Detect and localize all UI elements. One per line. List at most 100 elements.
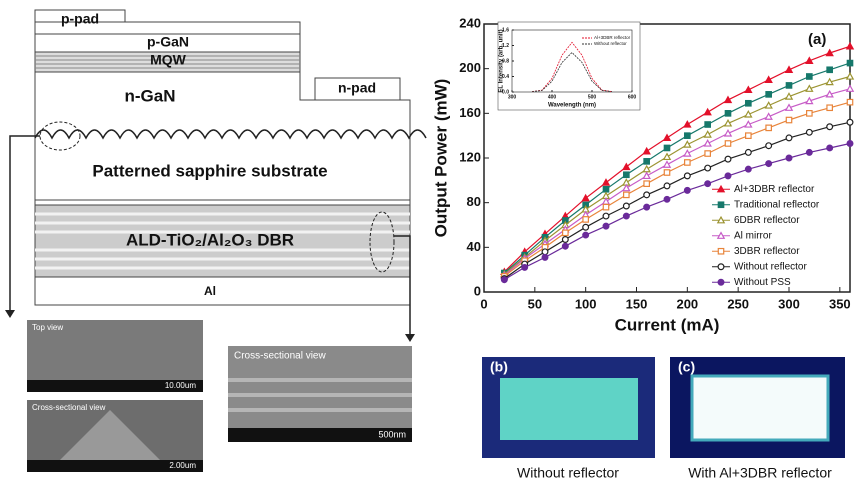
y-tick-label: 1.6	[502, 27, 509, 33]
marker	[846, 59, 854, 67]
marker	[561, 236, 569, 243]
y-axis-title: Output Power (mW)	[431, 79, 450, 238]
marker	[683, 140, 692, 148]
marker	[805, 96, 814, 105]
marker	[845, 41, 855, 50]
series-line	[503, 101, 851, 277]
marker	[704, 180, 712, 188]
marker	[825, 77, 834, 86]
marker	[663, 182, 671, 190]
marker	[663, 144, 671, 152]
marker	[825, 89, 834, 98]
marker	[744, 165, 752, 173]
marker	[602, 222, 610, 230]
marker	[825, 48, 834, 57]
marker	[642, 146, 651, 155]
legend-label: Al+3DBR reflector	[734, 184, 815, 195]
dbr-label: ALD-TiO₂/Al₂O₃ DBR	[126, 230, 294, 249]
y-tick-label: 200	[459, 60, 481, 75]
marker	[785, 154, 793, 162]
photo-tag: (b)	[490, 359, 508, 375]
marker	[643, 203, 651, 211]
marker	[623, 191, 630, 199]
marker	[703, 130, 712, 138]
legend-label: Al mirror	[734, 230, 772, 241]
legend-marker	[716, 231, 726, 239]
marker	[622, 183, 631, 192]
legend-label: Al+3DBR reflector	[594, 35, 631, 40]
sem-cone	[60, 410, 160, 460]
marker	[826, 144, 834, 152]
marker	[662, 152, 672, 161]
y-tick-label: 40	[467, 239, 481, 254]
marker	[745, 99, 752, 107]
series-line	[531, 41, 613, 92]
marker	[582, 216, 589, 223]
substrate-label: Patterned sapphire substrate	[92, 161, 327, 180]
marker	[765, 124, 772, 132]
zoom-ellipse	[369, 211, 395, 273]
marker	[744, 120, 753, 128]
marker	[643, 180, 650, 188]
device-diagram: p-pad p-GaN MQW n-pad n-GaN Patterned sa…	[5, 9, 427, 342]
n-pad-shape	[314, 77, 401, 101]
legend-marker	[717, 247, 725, 255]
marker	[521, 263, 529, 271]
y-tick-label: 160	[459, 105, 481, 120]
panel-label: (a)	[808, 31, 826, 48]
marker	[704, 150, 711, 157]
marker	[663, 169, 671, 176]
marker	[744, 85, 753, 94]
marker	[703, 139, 712, 147]
y-tick-label: 0.8	[502, 58, 509, 64]
marker	[582, 231, 590, 239]
marker	[765, 91, 772, 98]
x-tick-label: 0	[480, 296, 487, 311]
sem-scale: 10.00um	[165, 381, 196, 390]
series-line	[531, 51, 613, 92]
marker	[845, 72, 855, 80]
marker	[683, 149, 692, 157]
inset-background	[497, 21, 641, 111]
x-tick-label: 500	[588, 94, 597, 100]
marker	[846, 140, 854, 147]
series-line	[503, 121, 851, 280]
y-tick-label: 120	[459, 149, 481, 164]
marker	[684, 159, 691, 166]
y-tick-label: 240	[459, 15, 481, 30]
marker	[622, 202, 630, 210]
marker	[662, 160, 672, 168]
photo-tag: (c)	[678, 359, 695, 375]
x-tick-label: 600	[628, 94, 637, 100]
marker	[745, 132, 752, 139]
marker	[765, 142, 773, 150]
x-tick-label: 200	[676, 296, 698, 311]
marker	[683, 186, 691, 194]
y-tick-label: 80	[467, 194, 481, 209]
marker	[764, 112, 773, 120]
x-tick-label: 100	[575, 296, 597, 311]
arrow	[394, 235, 411, 336]
marker	[704, 164, 712, 172]
x-tick-label: 150	[626, 296, 648, 311]
marker	[785, 82, 793, 89]
marker	[581, 193, 590, 202]
photo-caption: With Al+3DBR reflector	[688, 465, 832, 481]
marker	[785, 116, 793, 124]
y-tick-label: 0	[474, 283, 481, 298]
marker	[500, 276, 508, 284]
marker	[662, 133, 672, 142]
marker	[724, 140, 732, 147]
marker	[785, 134, 793, 142]
x-tick-label: 400	[548, 94, 557, 100]
marker	[663, 195, 671, 203]
series-line	[503, 62, 851, 274]
al-layer	[34, 276, 411, 306]
photos: (b) Without reflector (c) With Al+3DBR r…	[482, 357, 845, 481]
marker	[622, 162, 631, 171]
legend-marker	[717, 278, 725, 286]
marker	[601, 178, 611, 186]
sem-scale: 2.00um	[169, 461, 196, 470]
photo-caption: Without reflector	[517, 465, 619, 481]
sem-stripes	[228, 378, 412, 412]
